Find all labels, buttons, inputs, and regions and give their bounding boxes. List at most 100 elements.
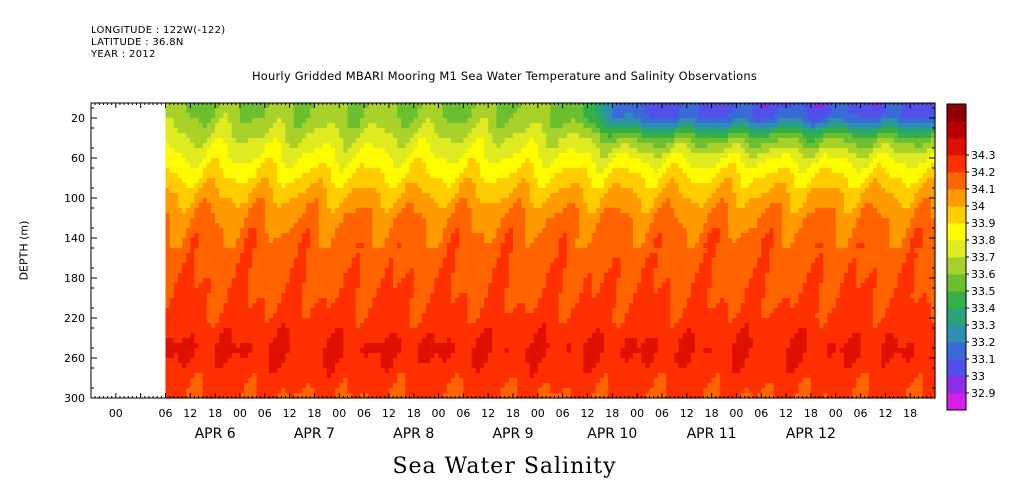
heat-cell bbox=[265, 123, 270, 129]
heat-cell bbox=[281, 128, 286, 134]
heat-cell bbox=[199, 143, 204, 149]
heat-cell bbox=[393, 143, 398, 149]
heat-cell bbox=[323, 198, 328, 204]
heat-cell bbox=[352, 368, 357, 374]
heat-cell bbox=[376, 368, 381, 374]
heat-cell bbox=[174, 368, 179, 374]
heat-cell bbox=[199, 188, 204, 194]
heat-cell bbox=[327, 193, 332, 199]
heat-cell bbox=[265, 383, 270, 389]
heat-cell bbox=[360, 178, 365, 184]
heat-cell bbox=[447, 208, 452, 214]
heat-cell bbox=[484, 278, 489, 284]
heat-cell bbox=[232, 288, 237, 294]
heat-cell bbox=[410, 133, 415, 139]
heat-cell bbox=[240, 118, 245, 124]
heat-cell bbox=[273, 383, 278, 389]
heat-cell bbox=[269, 263, 274, 269]
heat-cell bbox=[426, 193, 431, 199]
heat-cell bbox=[174, 118, 179, 124]
heat-cell bbox=[430, 278, 435, 284]
heat-cell bbox=[414, 288, 419, 294]
heat-cell bbox=[273, 288, 278, 294]
heat-cell bbox=[323, 183, 328, 189]
heat-cell bbox=[352, 118, 357, 124]
heat-cell bbox=[265, 278, 270, 284]
heat-cell bbox=[343, 163, 348, 169]
heat-cell bbox=[203, 263, 208, 269]
heat-cell bbox=[323, 348, 328, 354]
heat-cell bbox=[501, 168, 506, 174]
heat-cell bbox=[182, 128, 187, 134]
heat-cell bbox=[294, 133, 299, 139]
heat-cell bbox=[335, 328, 340, 334]
heat-cell bbox=[219, 188, 224, 194]
heat-cell bbox=[310, 308, 315, 314]
heat-cell bbox=[488, 223, 493, 229]
heat-cell bbox=[319, 183, 324, 189]
heat-cell bbox=[496, 218, 501, 224]
heat-cell bbox=[472, 298, 477, 304]
heat-cell bbox=[422, 363, 427, 369]
heat-cell bbox=[186, 138, 191, 144]
heat-cell bbox=[476, 253, 481, 259]
heat-cell bbox=[492, 198, 497, 204]
heat-cell bbox=[310, 173, 315, 179]
heat-cell bbox=[319, 263, 324, 269]
heat-cell bbox=[335, 163, 340, 169]
heat-cell bbox=[393, 138, 398, 144]
heat-cell bbox=[285, 138, 290, 144]
heat-cell bbox=[170, 378, 175, 384]
heat-cell bbox=[240, 128, 245, 134]
heat-cell bbox=[368, 318, 373, 324]
heat-cell bbox=[410, 208, 415, 214]
heat-cell bbox=[476, 198, 481, 204]
heat-cell bbox=[194, 268, 199, 274]
heat-cell bbox=[203, 308, 208, 314]
heat-cell bbox=[310, 273, 315, 279]
heat-cell bbox=[376, 208, 381, 214]
heat-cell bbox=[298, 353, 303, 359]
heat-cell bbox=[434, 208, 439, 214]
heat-cell bbox=[285, 368, 290, 374]
heat-cell bbox=[252, 183, 257, 189]
heat-cell bbox=[277, 388, 282, 394]
heat-cell bbox=[314, 323, 319, 329]
heat-cell bbox=[376, 263, 381, 269]
heat-cell bbox=[248, 243, 253, 249]
heat-cell bbox=[501, 313, 506, 319]
heat-cell bbox=[434, 273, 439, 279]
heat-cell bbox=[219, 258, 224, 264]
heat-cell bbox=[360, 228, 365, 234]
heat-cell bbox=[240, 293, 245, 299]
heat-cell bbox=[211, 128, 216, 134]
heat-cell bbox=[455, 273, 460, 279]
heat-cell bbox=[219, 213, 224, 219]
heat-cell bbox=[426, 313, 431, 319]
heat-cell bbox=[186, 378, 191, 384]
heat-cell bbox=[467, 353, 472, 359]
heat-cell bbox=[236, 228, 241, 234]
heat-cell bbox=[467, 263, 472, 269]
heat-cell bbox=[513, 203, 518, 209]
heat-cell bbox=[215, 178, 220, 184]
heat-cell bbox=[290, 308, 295, 314]
heat-cell bbox=[501, 358, 506, 364]
heat-cell bbox=[343, 183, 348, 189]
heat-cell bbox=[236, 298, 241, 304]
heat-cell bbox=[430, 243, 435, 249]
heat-cell bbox=[228, 333, 233, 339]
heat-cell bbox=[488, 118, 493, 124]
heat-cell bbox=[252, 208, 257, 214]
heat-cell bbox=[331, 333, 336, 339]
heat-cell bbox=[228, 328, 233, 334]
heat-cell bbox=[256, 258, 261, 264]
heat-cell bbox=[505, 173, 510, 179]
heat-cell bbox=[372, 178, 377, 184]
heat-cell bbox=[314, 328, 319, 334]
heat-cell bbox=[476, 248, 481, 254]
heat-cell bbox=[327, 178, 332, 184]
heat-cell bbox=[302, 313, 307, 319]
heat-cell bbox=[219, 228, 224, 234]
heat-cell bbox=[339, 278, 344, 284]
